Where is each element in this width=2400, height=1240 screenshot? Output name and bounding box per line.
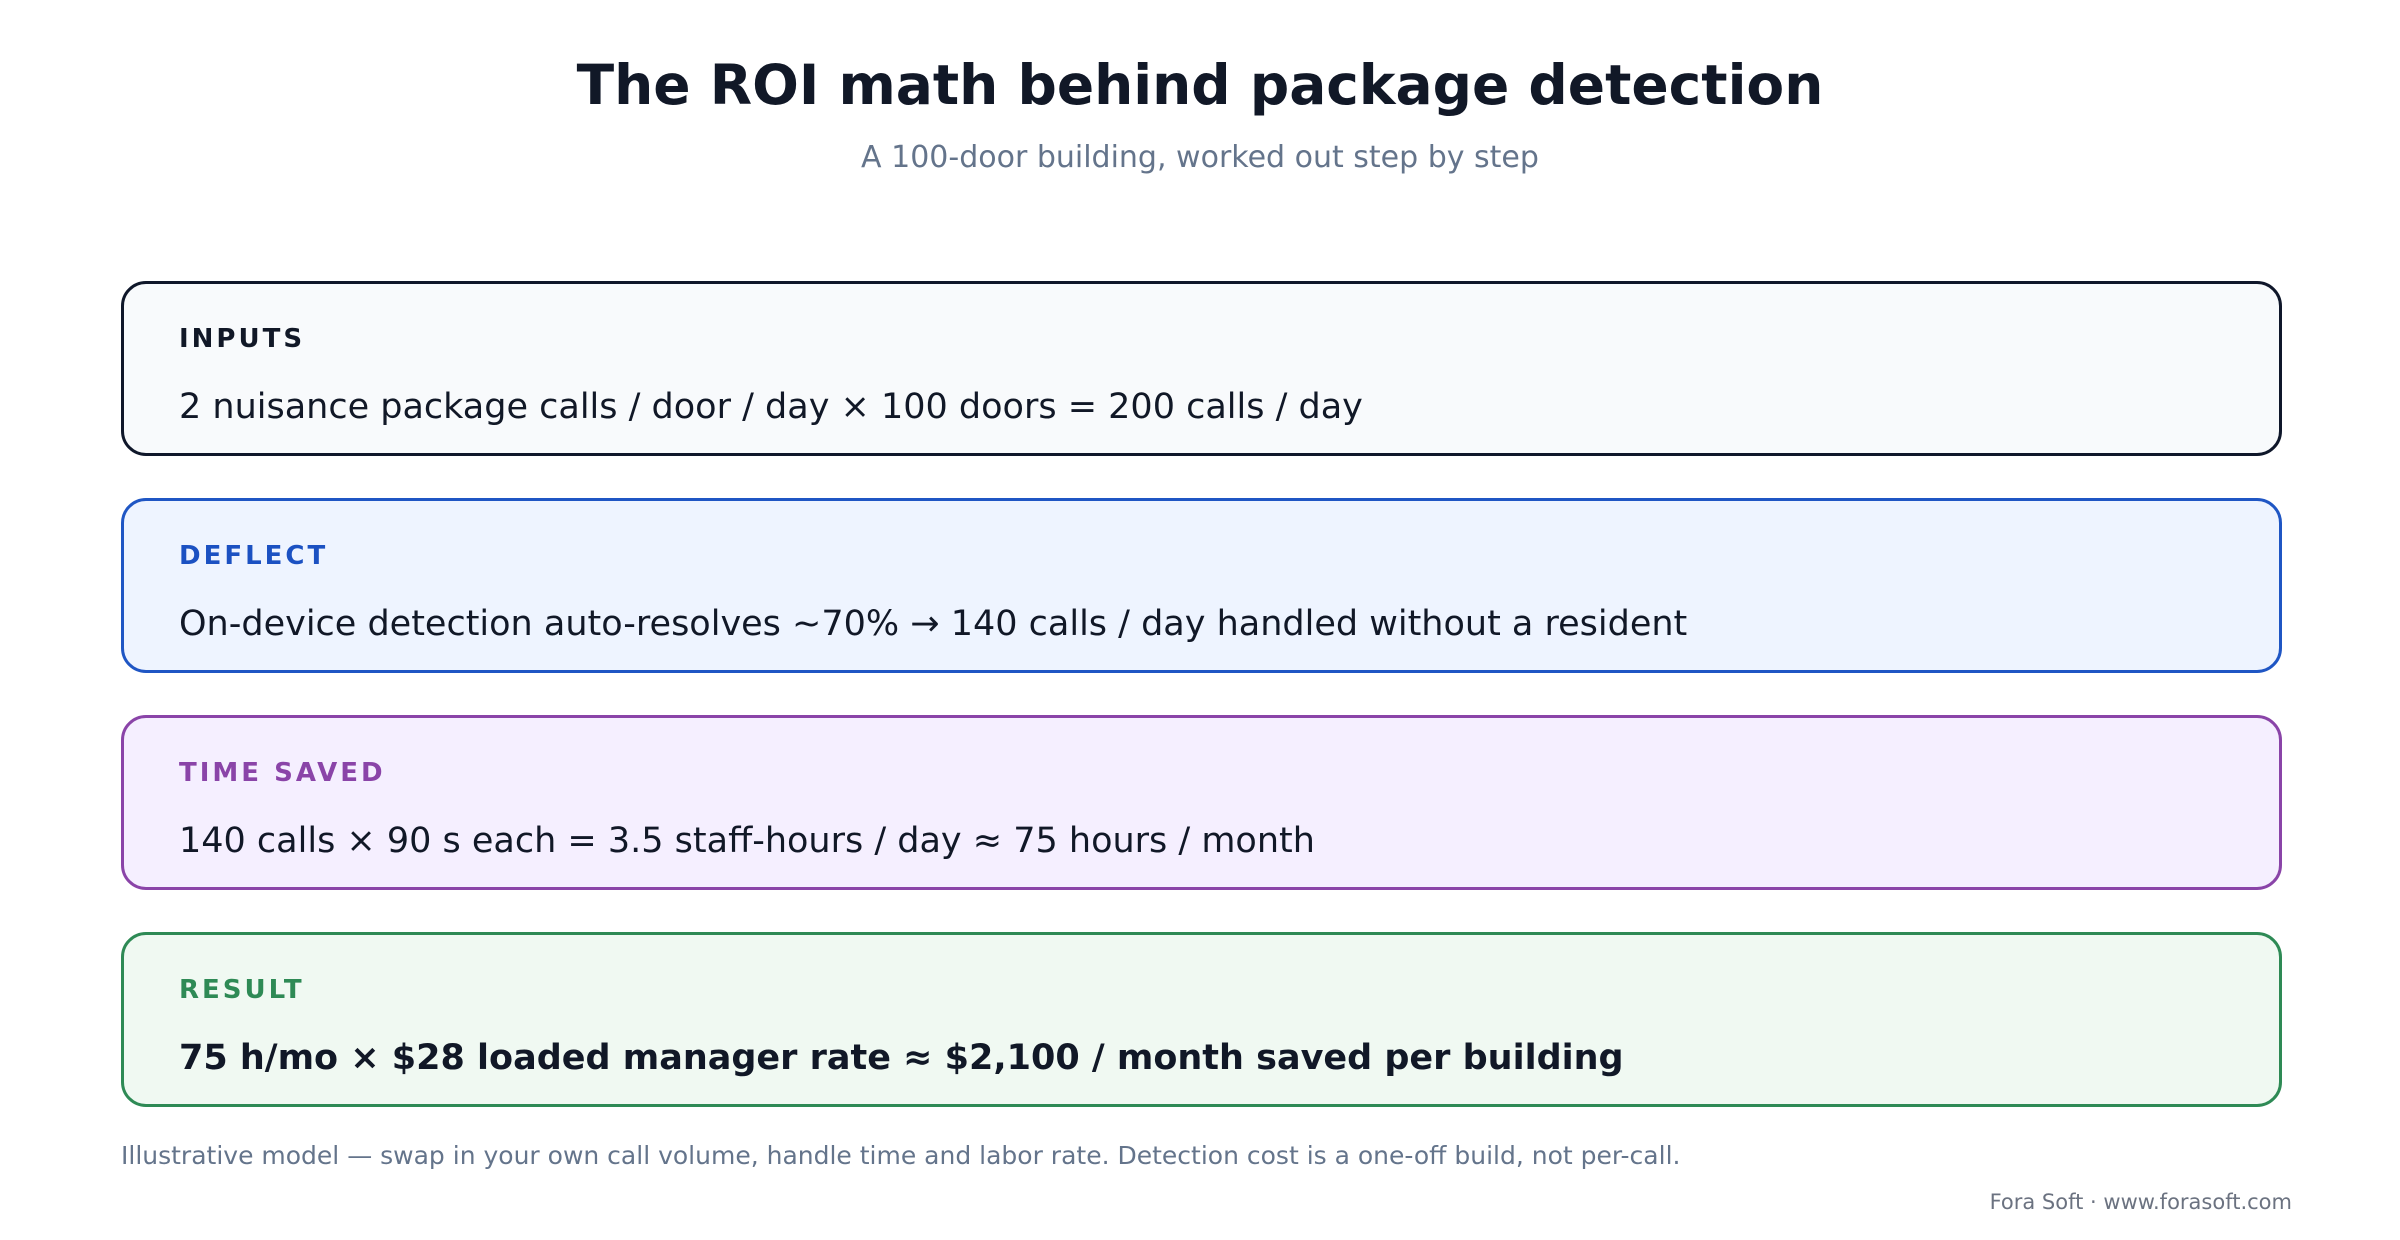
step-text: On-device detection auto-resolves ~70% →… bbox=[179, 604, 1688, 644]
step-card-inputs: INPUTS 2 nuisance package calls / door /… bbox=[121, 281, 2282, 456]
step-text: 140 calls × 90 s each = 3.5 staff-hours … bbox=[179, 821, 1315, 861]
step-card-deflect: DEFLECT On-device detection auto-resolve… bbox=[121, 498, 2282, 673]
step-label: DEFLECT bbox=[179, 541, 329, 571]
step-card-time-saved: TIME SAVED 140 calls × 90 s each = 3.5 s… bbox=[121, 715, 2282, 890]
credit-link[interactable]: Fora Soft · www.forasoft.com bbox=[1989, 1190, 2292, 1214]
step-card-result: RESULT 75 h/mo × $28 loaded manager rate… bbox=[121, 932, 2282, 1107]
step-text: 2 nuisance package calls / door / day × … bbox=[179, 387, 1363, 427]
step-label: TIME SAVED bbox=[179, 758, 386, 788]
footnote: Illustrative model — swap in your own ca… bbox=[121, 1141, 1681, 1170]
page-title: The ROI math behind package detection bbox=[576, 53, 1824, 117]
page-subtitle: A 100-door building, worked out step by … bbox=[861, 140, 1539, 175]
step-text: 75 h/mo × $28 loaded manager rate ≈ $2,1… bbox=[179, 1038, 1624, 1078]
step-label: RESULT bbox=[179, 975, 305, 1005]
step-label: INPUTS bbox=[179, 324, 306, 354]
